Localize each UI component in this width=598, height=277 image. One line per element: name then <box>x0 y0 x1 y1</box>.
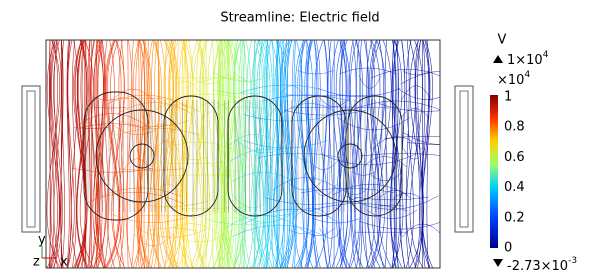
max-marker <box>493 55 503 63</box>
streamline <box>77 128 109 129</box>
axis-label-y: y <box>38 233 46 248</box>
streamline <box>212 72 279 81</box>
streamline <box>127 40 128 268</box>
streamline <box>212 40 213 268</box>
streamline <box>226 215 299 228</box>
min-exponent: -3 <box>568 256 577 266</box>
streamline <box>359 221 444 229</box>
multiplier-base: ×10 <box>497 73 524 88</box>
colorbar-unit: V <box>498 33 507 48</box>
max-exponent: 4 <box>543 50 549 60</box>
max-base: 1×10 <box>507 53 543 68</box>
streamline <box>215 40 220 268</box>
colorbar-max: 1×104 <box>507 50 549 68</box>
min-base: -2.73×10 <box>507 259 568 274</box>
axis-label-x: x <box>60 255 68 270</box>
streamline <box>126 40 132 268</box>
colorbar-tick-label: 0 <box>504 241 512 256</box>
streamline <box>186 78 261 88</box>
streamlines <box>47 40 503 268</box>
plot-title: Streamline: Electric field <box>220 11 379 26</box>
streamline-plot: Streamline: Electric field V 1×104 ×104 … <box>0 0 598 273</box>
streamline <box>284 110 366 115</box>
side-block <box>22 86 40 232</box>
streamline <box>216 81 244 94</box>
colorbar-tick-label: 0.4 <box>504 180 525 195</box>
streamline <box>361 153 445 155</box>
streamline <box>363 156 406 166</box>
colorbar-tick-label: 0.2 <box>504 210 525 225</box>
streamline <box>400 40 405 268</box>
colorbar-min: -2.73×10-3 <box>507 256 577 274</box>
streamline <box>287 40 294 268</box>
colorbar <box>490 95 498 248</box>
min-marker <box>493 259 503 267</box>
side-block <box>455 86 473 232</box>
streamline <box>118 120 189 126</box>
streamline <box>367 210 418 219</box>
streamline <box>401 71 487 84</box>
streamline <box>300 228 335 236</box>
streamline <box>188 73 229 84</box>
axis-label-z: z <box>33 255 40 270</box>
colorbar-tick-label: 0.8 <box>504 120 525 135</box>
streamline <box>365 40 368 268</box>
streamline <box>355 40 361 268</box>
streamline <box>213 40 225 268</box>
multiplier-exponent: 4 <box>524 70 530 80</box>
colorbar-multiplier: ×104 <box>497 70 530 88</box>
colorbar-tick-label: 0.6 <box>504 150 525 165</box>
streamline <box>142 40 149 268</box>
colorbar-tick-label: 1 <box>504 90 512 105</box>
